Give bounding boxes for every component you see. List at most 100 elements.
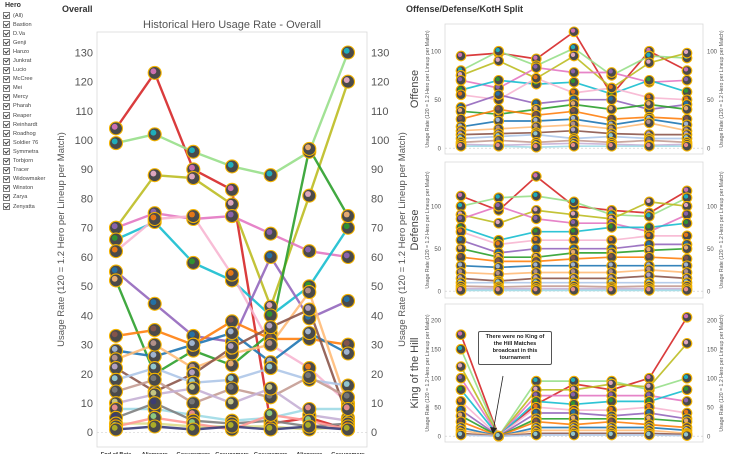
hero-marker-face: [570, 28, 576, 33]
hero-marker-face: [570, 255, 576, 260]
legend-item[interactable]: Tracer: [3, 166, 59, 175]
hero-marker-face: [305, 421, 311, 428]
hero-marker-face: [150, 170, 157, 177]
checkbox-icon[interactable]: [3, 102, 10, 110]
checkbox-icon[interactable]: [3, 21, 10, 29]
legend-item[interactable]: D.Va: [3, 29, 59, 38]
legend-item[interactable]: Mercy: [3, 93, 59, 102]
checkbox-icon[interactable]: [3, 148, 10, 156]
hero-marker-face: [457, 374, 463, 380]
hero-marker-face: [646, 272, 651, 277]
legend-item-label: Pharah: [13, 103, 32, 110]
legend-item-label: Roadhog: [13, 130, 36, 137]
hero-marker-face: [570, 89, 576, 94]
y-tick-label: 60: [81, 252, 93, 264]
legend-item[interactable]: Torbjorn: [3, 157, 59, 166]
hero-marker-face: [683, 49, 689, 55]
hero-marker-face: [570, 219, 576, 225]
legend-item[interactable]: Zenyatta: [3, 202, 59, 211]
hero-marker-face: [111, 223, 118, 230]
hero-marker-face: [608, 96, 613, 101]
hero-marker-face: [646, 403, 651, 409]
hero-marker-face: [495, 202, 500, 208]
hero-marker-face: [227, 328, 234, 335]
hero-marker-face: [150, 340, 157, 347]
checkbox-icon[interactable]: [3, 139, 10, 147]
checkbox-icon[interactable]: [3, 157, 10, 165]
checkbox-icon[interactable]: [3, 175, 10, 183]
hero-marker-face: [646, 266, 651, 271]
y-tick-label-right: 0: [707, 434, 711, 440]
legend-item[interactable]: Reinhardt: [3, 120, 59, 129]
checkbox-icon[interactable]: [3, 112, 10, 120]
legend-item[interactable]: Symmetra: [3, 147, 59, 156]
y-tick-label-right: 130: [371, 47, 389, 59]
legend-item[interactable]: Widowmaker: [3, 175, 59, 184]
checkbox-icon[interactable]: [3, 48, 10, 56]
legend-item[interactable]: Pharah: [3, 102, 59, 111]
hero-marker-face: [457, 398, 463, 403]
legend-item[interactable]: Hanzo: [3, 47, 59, 56]
checkbox-icon[interactable]: [3, 30, 10, 38]
hero-marker-face: [495, 241, 500, 246]
legend-item[interactable]: Lucio: [3, 66, 59, 75]
legend-item[interactable]: Reaper: [3, 111, 59, 120]
legend-item[interactable]: Bastion: [3, 20, 59, 29]
hero-marker-face: [111, 345, 118, 352]
legend-item[interactable]: Soldier 76: [3, 138, 59, 147]
hero-marker-face: [533, 131, 538, 136]
legend-item[interactable]: Genji: [3, 38, 59, 47]
hero-marker-face: [111, 386, 118, 393]
hero-marker-face: [305, 404, 311, 411]
legend-item[interactable]: Junkrat: [3, 56, 59, 65]
hero-marker-face: [646, 392, 651, 397]
no-koth-annotation: There were no King of the Hill Matches b…: [478, 331, 552, 365]
hero-marker-face: [227, 398, 234, 405]
y-tick-label-right: 0: [707, 289, 711, 295]
checkbox-icon[interactable]: [3, 57, 10, 65]
hero-marker-face: [570, 142, 576, 148]
hero-marker-face: [457, 215, 463, 220]
checkbox-icon[interactable]: [3, 84, 10, 92]
y-tick-label: 0: [438, 146, 442, 152]
checkbox-icon[interactable]: [3, 130, 10, 138]
checkbox-icon[interactable]: [3, 166, 10, 174]
hero-marker-face: [305, 144, 311, 151]
hero-marker-face: [305, 191, 311, 197]
hero-marker-face: [570, 287, 576, 292]
legend-item-label: Soldier 76: [13, 139, 39, 146]
hero-marker-face: [646, 232, 651, 237]
legend-item[interactable]: (All): [3, 11, 59, 20]
hero-marker-face: [111, 234, 118, 241]
hero-marker-face: [683, 67, 689, 72]
legend-item[interactable]: Roadhog: [3, 129, 59, 138]
hero-marker-face: [683, 398, 689, 403]
y-tick-label-right: 60: [371, 252, 383, 264]
checkbox-icon[interactable]: [3, 39, 10, 47]
checkbox-icon[interactable]: [3, 193, 10, 201]
hero-marker-face: [189, 383, 195, 390]
checkbox-icon[interactable]: [3, 66, 10, 74]
hero-marker-face: [683, 255, 689, 260]
hero-marker-face: [266, 302, 273, 309]
hero-marker-face: [189, 173, 195, 180]
legend-item[interactable]: Zarya: [3, 193, 59, 202]
legend-item[interactable]: McCree: [3, 75, 59, 84]
checkbox-icon[interactable]: [3, 203, 10, 211]
checkbox-icon[interactable]: [3, 93, 10, 101]
legend-item[interactable]: Mei: [3, 84, 59, 93]
checkbox-icon[interactable]: [3, 75, 10, 83]
checkbox-icon[interactable]: [3, 12, 10, 20]
checkbox-icon[interactable]: [3, 121, 10, 129]
hero-marker-face: [189, 424, 195, 431]
hero-marker-face: [683, 106, 689, 111]
hero-marker-face: [457, 363, 463, 368]
hero-marker-face: [495, 258, 500, 263]
y-tick-label-right: 30: [371, 340, 383, 352]
hero-marker-face: [533, 64, 538, 69]
legend-item[interactable]: Winston: [3, 184, 59, 193]
panel-frame: [96, 31, 368, 448]
checkbox-icon[interactable]: [3, 184, 10, 192]
hero-marker-face: [457, 412, 463, 417]
hero-marker-face: [150, 129, 157, 136]
